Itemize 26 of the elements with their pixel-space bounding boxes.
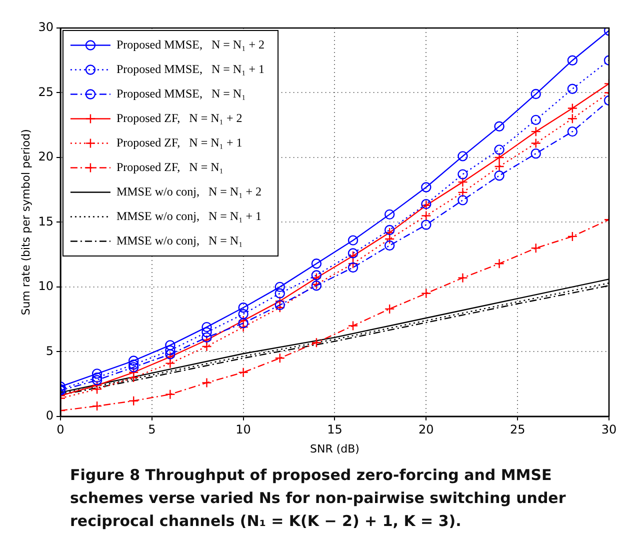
y-tick-label: 15 <box>38 214 54 228</box>
legend-label: Proposed ZF, N = N₁ + 2 <box>116 110 242 125</box>
legend-label: Proposed ZF, N = N₁ + 1 <box>116 135 242 150</box>
y-tick-label: 30 <box>38 20 54 34</box>
caption: Figure 8 Throughput of proposed zero-forcing and MMSE schemes verse varied Ns for non-pairwise switching under reciprocal channels (N₁ = K(K − 2) + 1, K = 3). <box>70 465 567 532</box>
y-tick-label: 5 <box>46 344 54 358</box>
y-axis-title: Sum rate (bits per symbol period) <box>19 129 32 316</box>
x-tick-label: 0 <box>56 422 64 437</box>
legend-label: MMSE w/o conj, N = N₁ + 2 <box>116 184 262 198</box>
x-tick-label: 30 <box>601 422 617 437</box>
legend-label: Proposed MMSE, N = N₁ <box>116 86 246 100</box>
x-tick-label: 15 <box>327 422 342 437</box>
legend-label: Proposed MMSE, N = N₁ + 2 <box>116 37 265 52</box>
y-tick-label: 10 <box>38 279 54 294</box>
x-axis-title: SNR (dB) <box>310 442 360 456</box>
y-tick-label: 20 <box>38 150 54 164</box>
x-tick-label: 20 <box>418 422 434 437</box>
x-tick-label: 10 <box>236 422 251 437</box>
x-tick-label: 25 <box>510 422 526 437</box>
legend-label: Proposed ZF, N = N₁ <box>116 160 224 174</box>
y-tick-label: 25 <box>38 84 54 99</box>
y-tick-label: 0 <box>46 408 54 423</box>
legend-label: Proposed MMSE, N = N₁ + 1 <box>116 62 265 76</box>
legend-label: MMSE w/o conj, N = N₁ + 1 <box>116 208 262 223</box>
legend-label: MMSE w/o conj, N = N₁ <box>116 233 243 248</box>
x-tick-label: 5 <box>148 422 156 437</box>
